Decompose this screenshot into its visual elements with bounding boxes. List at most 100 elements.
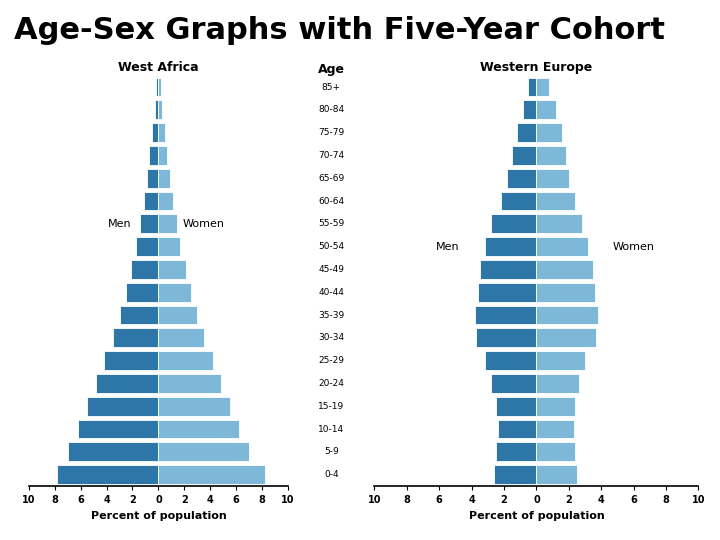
- Text: 65-69: 65-69: [318, 174, 344, 183]
- Bar: [113, 328, 158, 347]
- Text: 75-79: 75-79: [318, 128, 344, 137]
- Bar: [158, 442, 249, 461]
- Bar: [536, 465, 577, 484]
- Bar: [501, 192, 536, 211]
- Text: 25-29: 25-29: [318, 356, 344, 365]
- Bar: [78, 420, 158, 438]
- Text: 35-39: 35-39: [318, 310, 344, 320]
- Text: Women: Women: [613, 241, 654, 252]
- Bar: [536, 260, 593, 279]
- Bar: [158, 100, 162, 119]
- Bar: [485, 237, 536, 256]
- Text: 5-9: 5-9: [324, 447, 338, 456]
- Bar: [158, 351, 213, 370]
- Bar: [517, 123, 536, 142]
- Bar: [120, 306, 158, 325]
- Bar: [491, 214, 536, 233]
- Bar: [477, 328, 536, 347]
- Bar: [126, 283, 158, 301]
- Bar: [491, 374, 536, 393]
- Bar: [485, 351, 536, 370]
- Bar: [144, 192, 158, 211]
- Bar: [536, 78, 549, 96]
- Text: 10-14: 10-14: [318, 424, 344, 434]
- Bar: [536, 306, 598, 325]
- Bar: [496, 442, 536, 461]
- Bar: [158, 192, 173, 211]
- Bar: [536, 420, 574, 438]
- Bar: [158, 123, 165, 142]
- Text: 45-49: 45-49: [318, 265, 344, 274]
- Text: 85+: 85+: [322, 83, 341, 91]
- Bar: [156, 78, 158, 96]
- Bar: [536, 214, 582, 233]
- Bar: [158, 306, 197, 325]
- Bar: [136, 237, 158, 256]
- Text: Men: Men: [108, 219, 131, 229]
- Title: Western Europe: Western Europe: [480, 62, 593, 75]
- Bar: [158, 328, 204, 347]
- Bar: [87, 397, 158, 416]
- Bar: [68, 442, 158, 461]
- Bar: [478, 283, 536, 301]
- Bar: [158, 397, 230, 416]
- Bar: [158, 78, 161, 96]
- Bar: [158, 169, 170, 187]
- Text: 30-34: 30-34: [318, 333, 344, 342]
- Bar: [158, 146, 168, 165]
- Text: Age: Age: [318, 63, 345, 76]
- Bar: [536, 351, 585, 370]
- Text: 20-24: 20-24: [318, 379, 344, 388]
- Bar: [149, 146, 158, 165]
- Bar: [155, 100, 158, 119]
- Bar: [528, 78, 536, 96]
- Text: 40-44: 40-44: [318, 288, 344, 296]
- Bar: [158, 465, 265, 484]
- Bar: [536, 397, 575, 416]
- Bar: [507, 169, 536, 187]
- Bar: [158, 420, 239, 438]
- Bar: [536, 237, 588, 256]
- Bar: [536, 442, 575, 461]
- Bar: [158, 283, 191, 301]
- Text: Men: Men: [436, 241, 459, 252]
- X-axis label: Percent of population: Percent of population: [91, 511, 226, 521]
- Bar: [158, 237, 181, 256]
- Bar: [158, 214, 176, 233]
- Text: 60-64: 60-64: [318, 197, 344, 206]
- Bar: [158, 260, 186, 279]
- Bar: [158, 374, 220, 393]
- Bar: [536, 123, 562, 142]
- Bar: [536, 146, 566, 165]
- Text: 15-19: 15-19: [318, 402, 344, 411]
- Bar: [536, 374, 579, 393]
- X-axis label: Percent of population: Percent of population: [469, 511, 604, 521]
- Bar: [523, 100, 536, 119]
- Text: Age-Sex Graphs with Five-Year Cohort: Age-Sex Graphs with Five-Year Cohort: [14, 16, 665, 45]
- Text: 0-4: 0-4: [324, 470, 338, 479]
- Text: 55-59: 55-59: [318, 219, 344, 228]
- Bar: [512, 146, 536, 165]
- Bar: [96, 374, 158, 393]
- Bar: [152, 123, 158, 142]
- Bar: [536, 328, 596, 347]
- Bar: [140, 214, 158, 233]
- Bar: [104, 351, 158, 370]
- Bar: [475, 306, 536, 325]
- Bar: [536, 192, 575, 211]
- Bar: [536, 169, 569, 187]
- Text: Women: Women: [183, 219, 225, 229]
- Bar: [480, 260, 536, 279]
- Text: 50-54: 50-54: [318, 242, 344, 251]
- Text: 70-74: 70-74: [318, 151, 344, 160]
- Bar: [58, 465, 158, 484]
- Bar: [536, 100, 556, 119]
- Bar: [536, 283, 595, 301]
- Bar: [131, 260, 158, 279]
- Bar: [494, 465, 536, 484]
- Bar: [498, 420, 536, 438]
- Bar: [147, 169, 158, 187]
- Title: West Africa: West Africa: [118, 62, 199, 75]
- Bar: [496, 397, 536, 416]
- Text: 80-84: 80-84: [318, 105, 344, 114]
